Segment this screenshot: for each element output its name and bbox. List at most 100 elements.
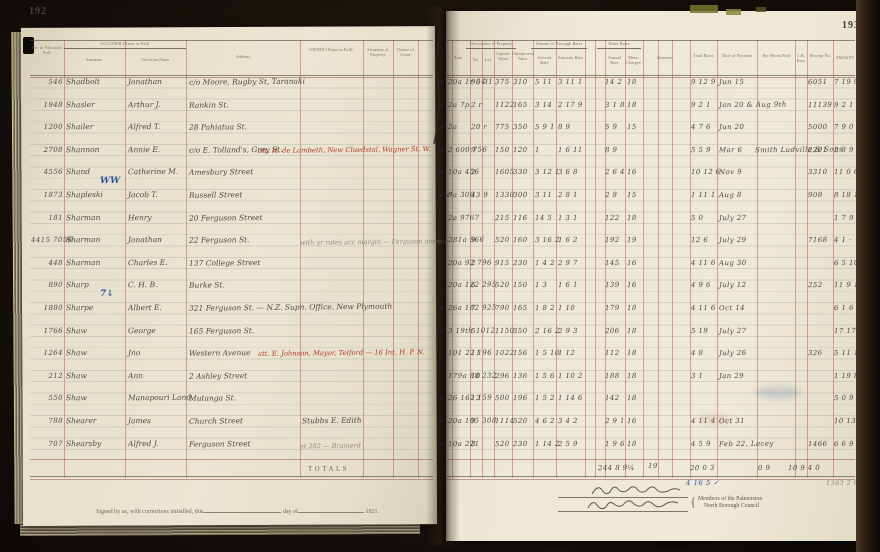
cell-roll: 1948 (43, 100, 64, 109)
cell-folio: 18 (626, 77, 637, 87)
cell-unimp: 350 (512, 123, 528, 132)
col-header-meter: Meter Charges (626, 55, 641, 65)
cell-folio: 18 (626, 394, 637, 403)
cell-christian: George (127, 325, 156, 335)
cell-val: 122 (604, 213, 620, 222)
cell-amount: 10 13 2 ✗ (833, 416, 873, 426)
day-of-text: day of (282, 509, 298, 515)
cell-address: 165 Ferguson St. (188, 325, 255, 336)
cell-sec: 2 (470, 258, 476, 267)
cell-folio: 18 (626, 371, 637, 380)
cell-sec: 5 (470, 326, 476, 335)
cell-total: 9 2 1 (690, 100, 711, 109)
cell-roll: 1200 (43, 123, 64, 132)
cell-capital: 915 (494, 258, 510, 267)
cell-christian: James (127, 416, 151, 426)
blue-ink-annotation: 7↓ (99, 289, 114, 300)
cell-amount: 5 11 1 (833, 349, 859, 358)
cell-date: Feb 22, Lacey (718, 439, 774, 448)
cell-bywhom: Smith Ludville & Sons (754, 145, 843, 155)
cell-unimp: 350 (512, 326, 528, 335)
cell-sep: 1 3 1 (557, 213, 578, 222)
cell-surname: Sharman (65, 212, 101, 222)
cell-total: 5 5 9 (690, 145, 711, 154)
cell-gen: 1 14 2 (534, 439, 560, 448)
cell-sec: 6 (470, 281, 476, 290)
cell-gen: 1 5 10 (534, 349, 560, 358)
cell-date: July 29 (718, 236, 747, 245)
cell-total: 5 19 (690, 326, 709, 335)
cell-capital: 1114 (494, 416, 515, 426)
cell-sep: 2 17 9 (557, 100, 583, 109)
cell-sec: 43 9 (470, 190, 489, 200)
col-header-rates-group: Amount of Borough Rates (531, 41, 587, 49)
col-header-fees: C.B. Fees (796, 53, 806, 63)
blue-ink-annotation: WW (99, 176, 121, 187)
cell-unimp: 165 (512, 100, 528, 109)
cell-unimp: 310 (512, 77, 528, 87)
cell-tick: ✓ (438, 415, 446, 426)
tape-fragment (726, 9, 741, 15)
cell-roll: 550 (48, 394, 64, 403)
cell-amount: 4 1 · (833, 236, 852, 245)
cell-capital: 1330 (494, 190, 515, 200)
cell-val: 206 (604, 326, 620, 335)
book-cover-right (856, 0, 880, 552)
cell-receipt: 6051 (807, 77, 828, 87)
cell-capital: 296 (494, 371, 510, 380)
cell-total: 1 11 1 (690, 190, 716, 200)
cell-gen: 5 11 (534, 77, 553, 87)
col-header-capital-value: Capital Value (496, 51, 510, 61)
col-header-surname: Surname (86, 57, 102, 62)
cell-roll: 1873 (43, 190, 64, 200)
cell-area: 10a 456 (447, 168, 480, 177)
cell-total: 4 9 6 (690, 281, 711, 290)
cell-sec: 7 (470, 304, 476, 313)
year-text: 1921. (365, 509, 380, 515)
cell-area: 26a 162 925 (448, 304, 497, 313)
cell-christian: Alfred T. (127, 122, 161, 132)
cell-val: 188 (604, 371, 620, 380)
cell-surname: Shearsby (65, 438, 102, 448)
cell-sep: 1 6 2 (557, 236, 578, 245)
cell-amount: 17 17 11 (833, 326, 869, 335)
cell-christian: Jno (127, 348, 141, 358)
cell-christian: Henry (127, 212, 152, 222)
cell-capital: 520 (494, 439, 510, 448)
cell-val: 139 (604, 281, 620, 290)
cell-roll: 707 (48, 439, 64, 448)
cell-unimp: 520 (512, 416, 528, 426)
col-header-christian-name: Christian Name (141, 57, 170, 62)
cell-date: Mar 6 (718, 145, 743, 154)
cell-total: 4 11 6 (690, 303, 716, 313)
cell-christian: Ann (127, 370, 144, 381)
cell-amount: 7 9 0 ✗ (833, 123, 863, 132)
cell-sec: 96 31 (470, 77, 494, 87)
cell-folio: 16 (626, 281, 637, 290)
cell-folio: 18 (626, 326, 637, 335)
cell-amount: 6 1 6 ✗ (833, 303, 863, 313)
cell-date: Jan 20 & Aug 9th (718, 100, 787, 109)
cell-date: Aug 30 (718, 258, 747, 267)
cell-total: 9 12 9 (690, 77, 716, 87)
cell-amount: 5 0 9 · (833, 394, 860, 403)
cell-capital: 500 (494, 394, 510, 403)
cell-sec: 9 (470, 236, 476, 245)
cell-sec: 12 (470, 394, 481, 403)
cell-total: 5 0 (690, 213, 704, 222)
cell-capital: 520 (494, 281, 510, 290)
cell-gen: 2 16 2 (534, 326, 560, 335)
members-line-2: North Borough Council (704, 503, 760, 509)
cell-christian: Alfred J. (127, 438, 159, 448)
cell-val: 8 9 (604, 145, 618, 154)
cell-folio: 18 (626, 213, 637, 222)
cell-unimp: 300 (512, 190, 528, 200)
cell-roll: 181 (48, 213, 64, 222)
cell-val: 142 (604, 394, 620, 403)
col-header-amount: AMOUNT (835, 55, 855, 60)
cell-total: 4 8 (690, 349, 704, 358)
cell-tick: ✓ (438, 302, 446, 313)
cell-tick: ✓ (438, 325, 446, 335)
cell-folio: 18 (626, 439, 637, 448)
cell-gen: 1 3 (534, 281, 548, 290)
